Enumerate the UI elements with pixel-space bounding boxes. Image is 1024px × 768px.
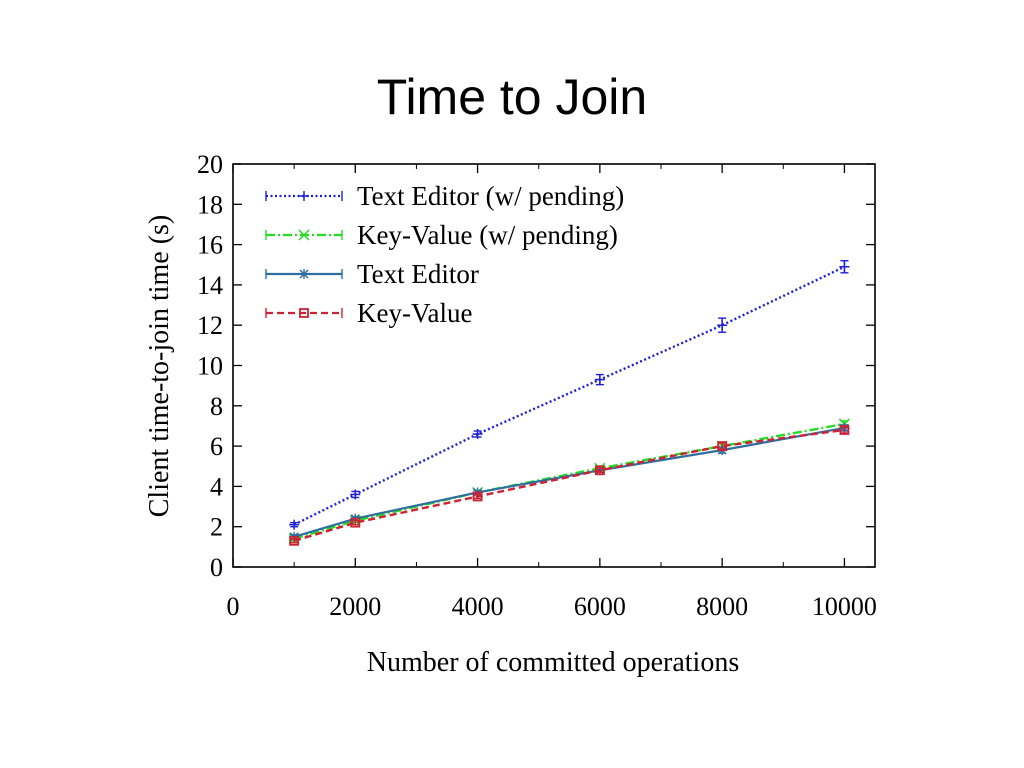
x-tick-label: 4000 (452, 592, 504, 621)
series-2 (289, 422, 850, 542)
legend-entry: Text Editor (265, 259, 479, 289)
series-3 (289, 425, 850, 546)
y-tick-label: 12 (197, 311, 223, 340)
x-tick-label: 2000 (329, 592, 381, 621)
legend-marker (299, 191, 309, 201)
data-point (289, 535, 300, 546)
legend-label: Text Editor (w/ pending) (357, 181, 624, 211)
data-point (350, 489, 361, 500)
y-tick-label: 8 (210, 392, 223, 421)
y-tick-label: 0 (210, 553, 223, 582)
y-tick-label: 4 (210, 472, 223, 501)
data-point (350, 517, 361, 528)
series-line (293, 426, 845, 538)
slide-title: Time to Join (376, 69, 648, 125)
chart-legend: Text Editor (w/ pending) Key-Value (w/ pe… (265, 181, 624, 328)
y-tick-label: 18 (197, 190, 223, 219)
data-point (839, 425, 850, 435)
y-axis-label: Client time-to-join time (s) (144, 215, 175, 518)
legend-entry: Text Editor (w/ pending) (265, 181, 624, 211)
legend-entry: Key-Value (w/ pending) (265, 220, 618, 250)
data-point (472, 429, 483, 440)
data-point (717, 320, 728, 331)
data-point (839, 261, 850, 272)
y-tick-label: 16 (197, 231, 223, 260)
data-point (594, 465, 605, 476)
y-tick-label: 6 (210, 432, 223, 461)
legend-entry: Key-Value (265, 298, 472, 328)
y-tick-label: 10 (197, 352, 223, 381)
series-line (293, 265, 845, 526)
x-tick-label: 8000 (696, 592, 748, 621)
x-tick-label: 10000 (812, 592, 877, 621)
x-tick-label: 0 (227, 592, 240, 621)
legend-marker (299, 308, 309, 318)
chart-series-layer (288, 260, 850, 546)
legend-marker (298, 229, 310, 241)
data-point (594, 374, 605, 385)
y-tick-label: 14 (197, 271, 223, 300)
data-point (472, 491, 483, 502)
series-1 (288, 418, 850, 545)
legend-label: Key-Value (357, 298, 472, 328)
chart-axes: 0 2 4 6 8 10 12 14 16 18 20 0 2000 4000 6000 8000 10000 (197, 150, 877, 621)
legend-label: Text Editor (357, 259, 479, 289)
x-axis-label: Number of committed operations (367, 647, 739, 678)
y-tick-label: 2 (210, 513, 223, 542)
y-tick-label: 20 (197, 150, 223, 179)
series-line (293, 428, 845, 542)
x-tick-label: 6000 (574, 592, 626, 621)
series-0 (289, 260, 850, 530)
legend-marker (299, 269, 309, 279)
data-point (289, 519, 300, 530)
data-point (717, 441, 728, 452)
legend-label: Key-Value (w/ pending) (357, 220, 618, 250)
